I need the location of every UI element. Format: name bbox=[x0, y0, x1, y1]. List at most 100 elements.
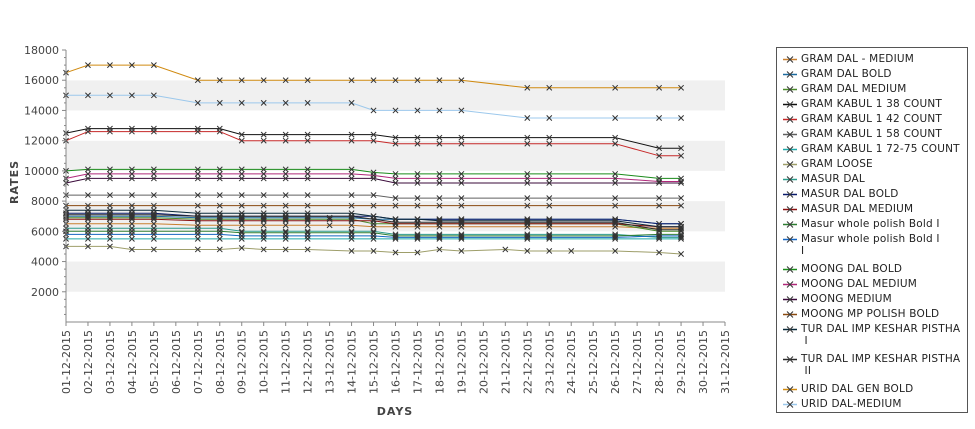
data-point bbox=[678, 226, 685, 233]
data-point bbox=[348, 175, 355, 182]
series-line bbox=[66, 214, 682, 231]
legend-marker-icon bbox=[783, 71, 797, 78]
data-point bbox=[150, 216, 157, 223]
y-tick-label: 16000 bbox=[24, 74, 59, 87]
data-point bbox=[436, 180, 443, 186]
data-point bbox=[85, 235, 91, 242]
x-tick-label: 18-12-2015 bbox=[433, 330, 446, 394]
data-point bbox=[392, 195, 399, 202]
data-point bbox=[194, 235, 201, 242]
data-point bbox=[326, 216, 333, 223]
data-point bbox=[238, 228, 245, 235]
legend-item: TUR DAL IMP KESHAR PISTHA I bbox=[783, 323, 963, 347]
data-point bbox=[85, 216, 91, 223]
data-point bbox=[238, 99, 245, 106]
data-point bbox=[85, 128, 91, 135]
data-point bbox=[304, 228, 311, 235]
x-tick-label: 17-12-2015 bbox=[411, 330, 424, 394]
data-point bbox=[546, 219, 553, 226]
data-point bbox=[678, 84, 685, 91]
data-point bbox=[656, 115, 663, 121]
data-point bbox=[85, 170, 91, 177]
data-point bbox=[656, 145, 663, 152]
x-tick-label: 01-12-2015 bbox=[60, 330, 73, 394]
x-tick-label: 27-12-2015 bbox=[631, 330, 644, 394]
series-line bbox=[66, 233, 682, 238]
data-point bbox=[106, 170, 113, 177]
data-point bbox=[260, 213, 267, 220]
y-tick-label: 4000 bbox=[31, 256, 59, 269]
data-point bbox=[260, 166, 267, 173]
data-point bbox=[392, 77, 399, 84]
data-point bbox=[282, 99, 289, 106]
data-point bbox=[612, 234, 619, 241]
data-point bbox=[194, 213, 201, 220]
data-point bbox=[106, 207, 113, 214]
data-point bbox=[106, 92, 113, 99]
data-point bbox=[392, 220, 399, 227]
y-tick-label: 2000 bbox=[31, 286, 59, 299]
y-tick-label: 6000 bbox=[31, 225, 59, 238]
data-point bbox=[524, 195, 531, 202]
data-point bbox=[282, 137, 289, 144]
data-point bbox=[524, 248, 531, 254]
data-point bbox=[392, 219, 399, 226]
data-point bbox=[612, 175, 619, 182]
data-point bbox=[370, 228, 377, 235]
data-point bbox=[348, 213, 355, 220]
legend-marker-icon bbox=[783, 311, 797, 318]
data-point bbox=[414, 232, 421, 239]
data-point bbox=[612, 140, 619, 147]
data-point bbox=[216, 128, 223, 135]
grid-band bbox=[66, 291, 725, 322]
series-line bbox=[66, 194, 682, 199]
data-point bbox=[194, 175, 201, 182]
x-tick-label: 29-12-2015 bbox=[675, 330, 688, 394]
data-point bbox=[348, 202, 355, 209]
data-point bbox=[216, 77, 223, 84]
data-point bbox=[304, 77, 311, 84]
data-point bbox=[260, 222, 267, 229]
data-point bbox=[546, 115, 553, 121]
data-point bbox=[194, 128, 201, 135]
data-point bbox=[238, 217, 245, 224]
legend-item: GRAM DAL - MEDIUM bbox=[783, 53, 963, 65]
legend-marker-icon bbox=[783, 266, 797, 273]
data-point bbox=[304, 175, 311, 182]
data-point bbox=[216, 192, 223, 199]
data-point bbox=[260, 192, 267, 199]
data-point bbox=[458, 232, 465, 239]
data-point bbox=[326, 214, 333, 221]
data-point bbox=[128, 216, 135, 223]
series-line bbox=[66, 230, 682, 237]
data-point bbox=[106, 235, 113, 242]
series-lines bbox=[65, 64, 682, 255]
data-point bbox=[546, 202, 553, 209]
x-tick-label: 16-12-2015 bbox=[390, 330, 403, 394]
data-point bbox=[524, 232, 531, 239]
x-tick-label: 30-12-2015 bbox=[697, 330, 710, 394]
legend-marker-icon bbox=[783, 56, 797, 63]
data-point bbox=[678, 232, 685, 239]
data-point bbox=[238, 202, 245, 209]
data-point bbox=[612, 180, 619, 186]
data-point bbox=[436, 195, 443, 202]
data-point bbox=[128, 211, 135, 218]
x-tick-label: 22-12-2015 bbox=[521, 330, 534, 394]
data-point bbox=[282, 246, 289, 253]
data-point bbox=[150, 175, 157, 182]
data-point bbox=[392, 180, 399, 186]
data-point bbox=[392, 140, 399, 147]
data-point bbox=[524, 180, 531, 186]
x-tick-label: 06-12-2015 bbox=[170, 330, 183, 394]
data-point bbox=[524, 140, 531, 147]
data-point bbox=[370, 137, 377, 144]
data-point bbox=[656, 180, 663, 186]
data-point bbox=[260, 232, 267, 239]
data-point bbox=[524, 84, 531, 91]
data-point bbox=[304, 217, 311, 224]
data-point bbox=[436, 246, 443, 253]
series-line bbox=[66, 94, 682, 119]
legend-marker-icon bbox=[783, 116, 797, 123]
data-point bbox=[216, 175, 223, 182]
